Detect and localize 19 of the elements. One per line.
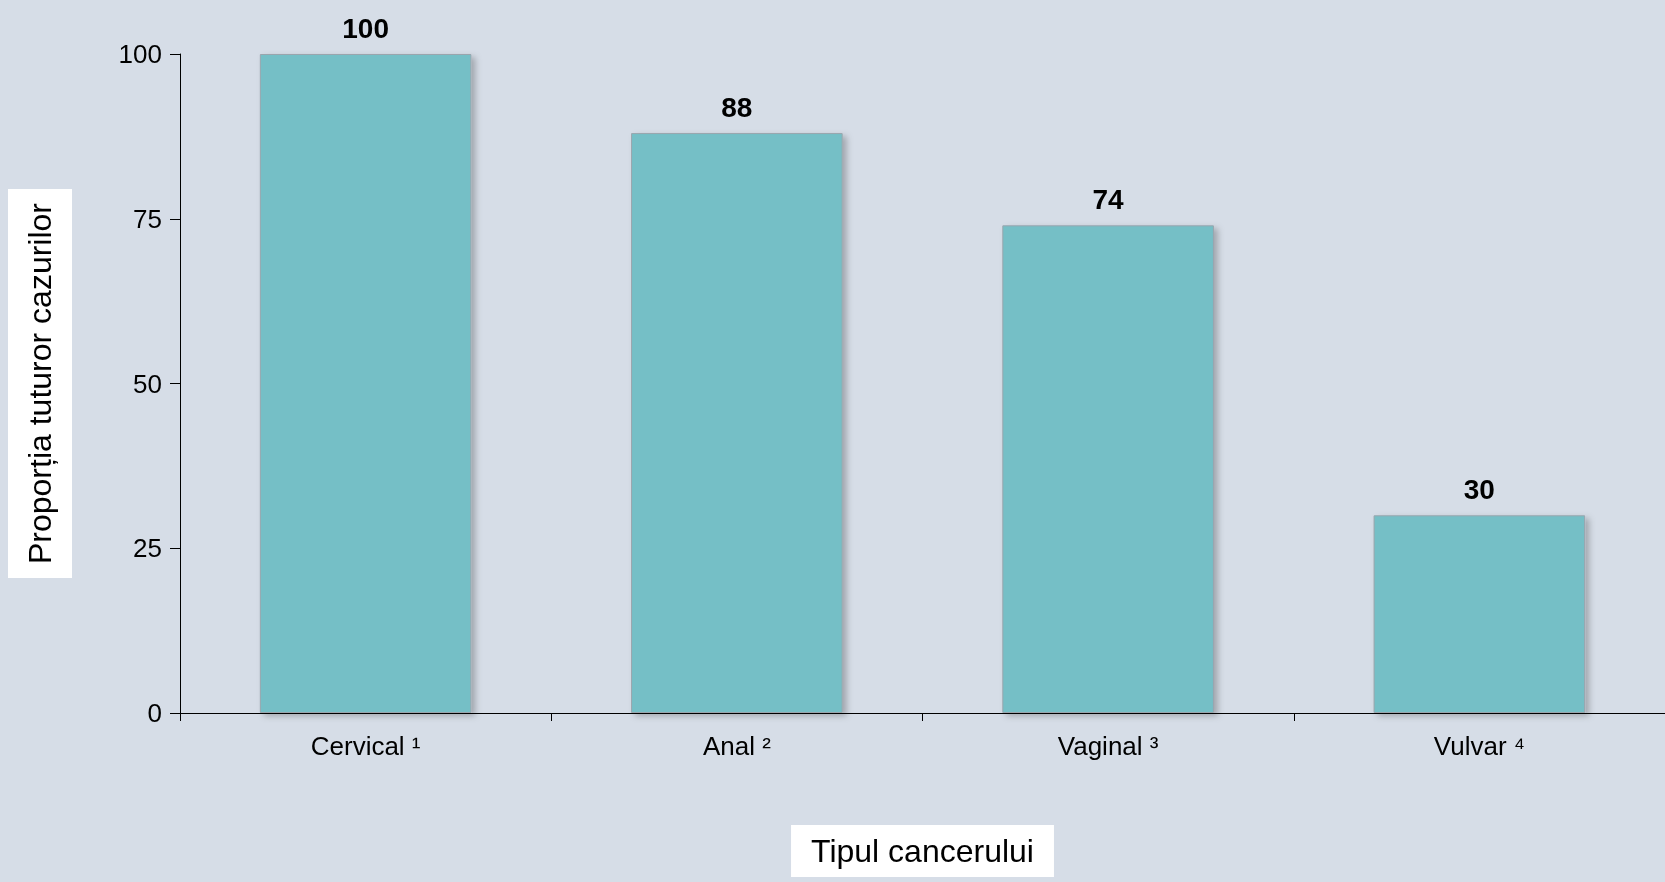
y-tick-label: 75: [133, 203, 162, 234]
x-tick-label: Cervical ¹: [310, 731, 421, 761]
y-tick-label: 50: [133, 368, 162, 399]
x-tick-label: Anal ²: [702, 731, 772, 761]
data-label: 74: [1092, 183, 1125, 215]
bar: [631, 133, 843, 713]
data-label: 100: [342, 12, 389, 44]
x-axis-title: Tipul cancerului: [811, 833, 1034, 869]
y-tick-label: 100: [118, 39, 162, 69]
bar: [1373, 515, 1586, 713]
data-label: 30: [1463, 473, 1495, 505]
y-axis-title: Proporția tuturor cazurilor: [22, 202, 58, 565]
bar: [259, 54, 472, 713]
data-label: 88: [721, 91, 753, 123]
y-tick-label: 25: [133, 533, 162, 564]
bar: [1002, 225, 1214, 713]
x-tick-label: Vaginal ³: [1057, 731, 1159, 761]
x-tick-label: Vulvar ⁴: [1433, 731, 1525, 761]
y-tick-label: 0: [147, 698, 162, 728]
